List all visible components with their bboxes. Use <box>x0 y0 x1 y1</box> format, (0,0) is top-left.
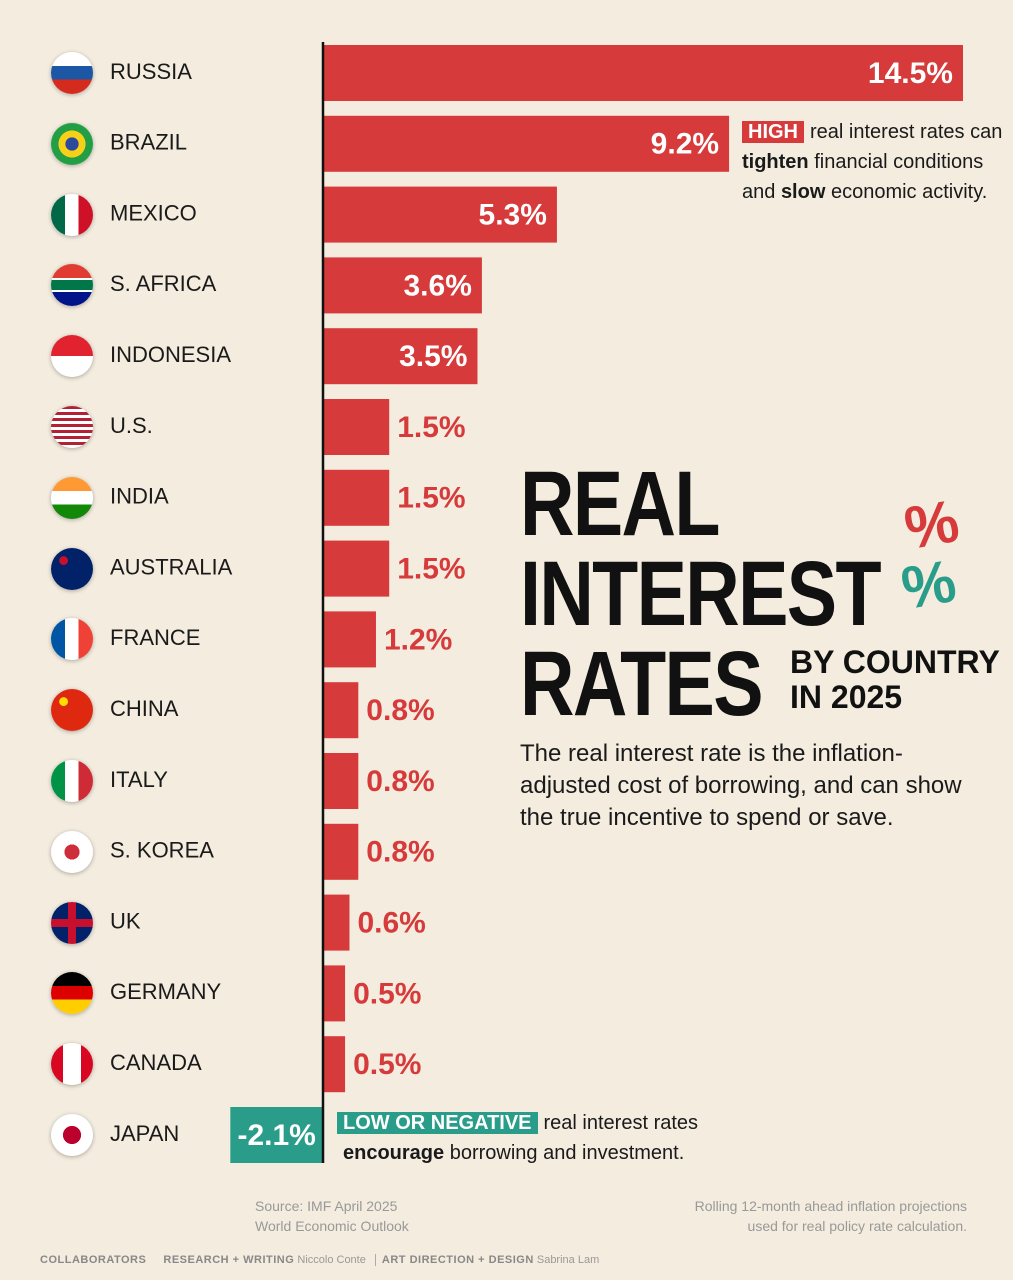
bar <box>230 1107 323 1163</box>
footnote-line: used for real policy rate calculation. <box>747 1218 967 1234</box>
credit-role: ART DIRECTION + DESIGN <box>381 1254 534 1266</box>
value-label: 3.6% <box>404 269 472 302</box>
flag <box>51 335 93 378</box>
source-line: World Economic Outlook <box>255 1218 409 1234</box>
credit-role: RESEARCH + WRITING <box>163 1254 295 1266</box>
title-line: REAL <box>520 453 720 555</box>
category-label: BRAZIL <box>110 130 187 155</box>
title-line: INTEREST <box>520 543 882 645</box>
note-text: economic activity. <box>830 181 988 203</box>
annotation-high: HIGH real interest rates can tighten fina… <box>742 117 1002 207</box>
credits: COLLABORATORS RESEARCH + WRITING Niccolo… <box>40 1254 599 1266</box>
flag <box>51 547 93 590</box>
category-label: MEXICO <box>110 200 197 225</box>
value-label: 0.8% <box>366 694 434 727</box>
flag <box>51 972 93 1015</box>
note-bold: encourage <box>343 1142 445 1164</box>
category-label: INDONESIA <box>110 342 231 367</box>
category-label: U.S. <box>110 413 153 438</box>
note-bold: slow <box>780 181 826 203</box>
footnote-line: Rolling 12-month ahead inflation project… <box>694 1198 967 1214</box>
flag <box>51 830 93 873</box>
category-label: JAPAN <box>110 1121 179 1146</box>
note-bold: tighten <box>742 151 809 173</box>
flag <box>51 406 93 448</box>
value-label: 9.2% <box>651 128 719 161</box>
value-label: 14.5% <box>868 57 953 90</box>
flag <box>51 618 93 661</box>
flag <box>51 122 93 165</box>
footnote: Rolling 12-month ahead inflation project… <box>695 1196 967 1236</box>
value-label: 1.2% <box>384 623 452 656</box>
source-line: Source: IMF April 2025 <box>255 1198 398 1214</box>
value-label: -2.1% <box>237 1119 315 1152</box>
flag <box>51 901 93 944</box>
value-label: 3.5% <box>399 340 467 373</box>
badge: HIGH <box>742 121 804 143</box>
note-text: and <box>742 181 776 203</box>
flag <box>51 193 93 236</box>
category-label: UK <box>110 908 141 933</box>
flag <box>51 52 93 94</box>
category-label: FRANCE <box>110 625 200 650</box>
bar <box>323 540 390 597</box>
category-label: CHINA <box>110 696 179 721</box>
bar <box>323 682 359 739</box>
category-label: S. AFRICA <box>110 271 217 296</box>
value-label: 1.5% <box>397 411 465 444</box>
value-label: 0.5% <box>353 977 421 1010</box>
value-label: 0.8% <box>366 765 434 798</box>
bar <box>323 469 390 526</box>
value-label: 5.3% <box>479 199 547 232</box>
bar <box>323 894 350 951</box>
value-label: 0.8% <box>366 836 434 869</box>
note-text: financial conditions <box>814 151 984 173</box>
credits-label: COLLABORATORS <box>40 1254 147 1266</box>
annotation-low: LOW OR NEGATIVE real interest rates encou… <box>337 1108 698 1168</box>
category-label: INDIA <box>110 484 169 509</box>
category-label: AUSTRALIA <box>110 554 233 579</box>
bar <box>323 115 730 172</box>
title-line: RATES <box>520 633 764 735</box>
value-label: 1.5% <box>397 553 465 586</box>
flag <box>51 1114 93 1156</box>
credit-name: Sabrina Lam <box>536 1254 600 1266</box>
bar <box>323 823 359 880</box>
value-label: 0.6% <box>357 907 425 940</box>
bar <box>323 753 359 809</box>
note-text: real interest rates <box>543 1112 699 1134</box>
note-text: borrowing and investment. <box>449 1142 685 1164</box>
bar <box>323 45 963 101</box>
subtitle-line: IN 2025 <box>790 679 903 715</box>
category-label: S. KOREA <box>110 838 214 863</box>
flag <box>51 1043 93 1086</box>
bar <box>323 1036 346 1093</box>
flag <box>51 689 93 732</box>
category-label: RUSSIA <box>110 59 192 84</box>
flag <box>51 760 93 802</box>
badge: LOW OR NEGATIVE <box>337 1112 538 1134</box>
note-text: real interest rates can <box>810 121 1003 143</box>
category-label: ITALY <box>110 767 168 792</box>
bar <box>323 186 557 243</box>
credit-name: Niccolo Conte <box>297 1254 366 1266</box>
bar <box>323 611 376 668</box>
bar <box>323 257 482 314</box>
value-label: 0.5% <box>353 1048 421 1081</box>
description: The real interest rate is the inflation-… <box>520 740 962 831</box>
flag <box>51 264 93 307</box>
subtitle-line: BY COUNTRY <box>790 644 1000 680</box>
source: Source: IMF April 2025 World Economic Ou… <box>255 1196 409 1236</box>
bar <box>323 328 478 385</box>
bar <box>323 965 346 1022</box>
category-label: CANADA <box>110 1050 202 1075</box>
value-label: 1.5% <box>397 482 465 515</box>
bar <box>323 399 390 455</box>
flag <box>51 476 93 519</box>
category-label: GERMANY <box>110 979 222 1004</box>
